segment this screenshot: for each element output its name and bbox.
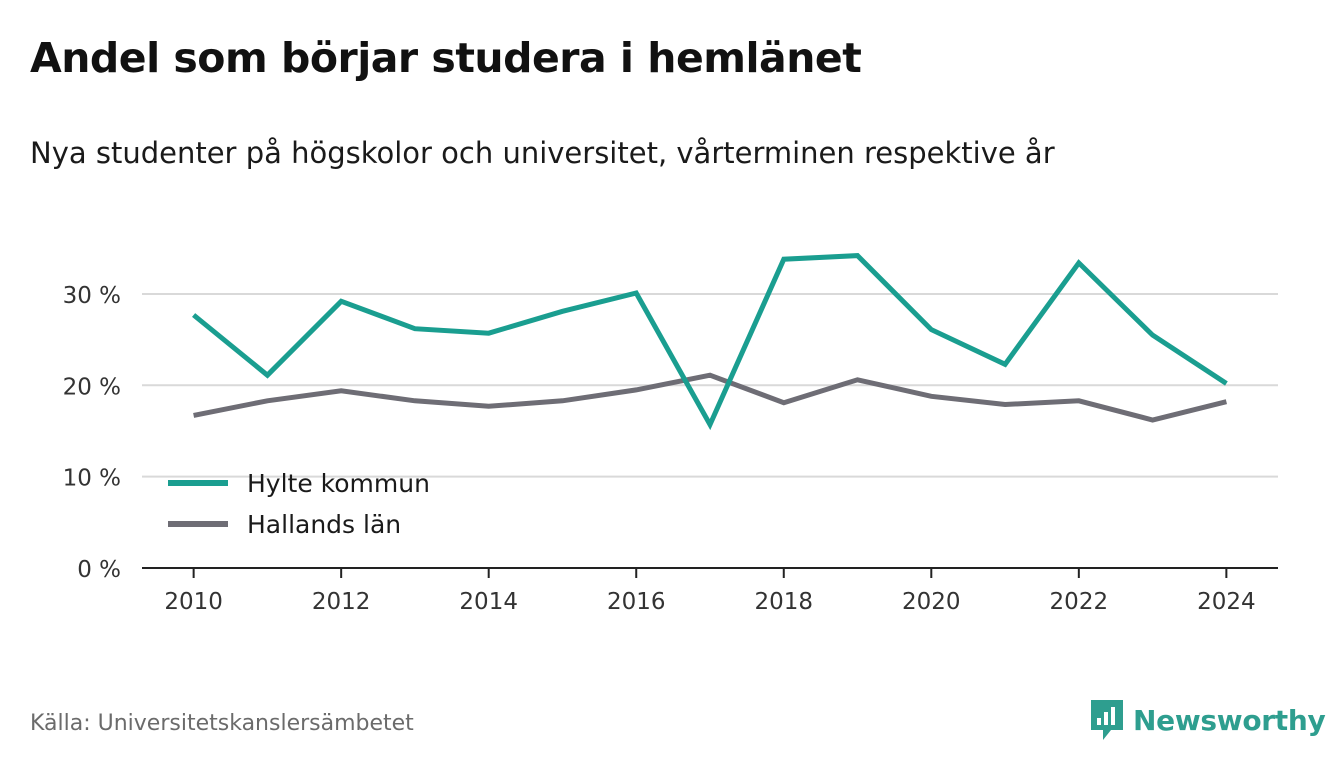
y-tick-label: 30 %	[63, 283, 121, 309]
x-tick-label: 2024	[1197, 589, 1256, 615]
chart-subtitle: Nya studenter på högskolor och universit…	[30, 136, 1055, 170]
y-tick-label: 20 %	[63, 374, 121, 400]
grid-lines	[142, 292, 1278, 478]
x-tick-label: 2018	[754, 589, 813, 615]
x-tick-label: 2020	[902, 589, 961, 615]
y-axis-ticks: 0 % 10 % 20 % 30 %	[63, 283, 121, 583]
x-tick-label: 2016	[607, 589, 666, 615]
legend-label: Hallands län	[247, 510, 401, 539]
x-axis-ticks: 2010 2012 2014 2016 2018 2020 2022 2024	[142, 567, 1278, 615]
brand-logo[interactable]: Newsworthy	[1089, 698, 1326, 742]
x-tick-label: 2022	[1050, 589, 1109, 615]
x-tick-label: 2012	[312, 589, 371, 615]
x-tick-label: 2010	[164, 589, 223, 615]
y-tick-label: 0 %	[77, 557, 121, 583]
source-note: Källa: Universitetskanslersämbetet	[30, 711, 414, 736]
legend-label: Hylte kommun	[247, 469, 430, 498]
legend: Hylte kommun Hallands län	[168, 469, 430, 539]
brand-name: Newsworthy	[1133, 703, 1326, 737]
series-line-hylte-kommun	[192, 253, 1228, 431]
x-tick-label: 2014	[459, 589, 518, 615]
series-line-hallands-län	[193, 372, 1228, 423]
chart-title: Andel som börjar studera i hemlänet	[30, 34, 862, 82]
y-tick-label: 10 %	[63, 466, 121, 492]
series-lines	[192, 253, 1228, 431]
newsworthy-logo-icon	[1091, 700, 1123, 740]
